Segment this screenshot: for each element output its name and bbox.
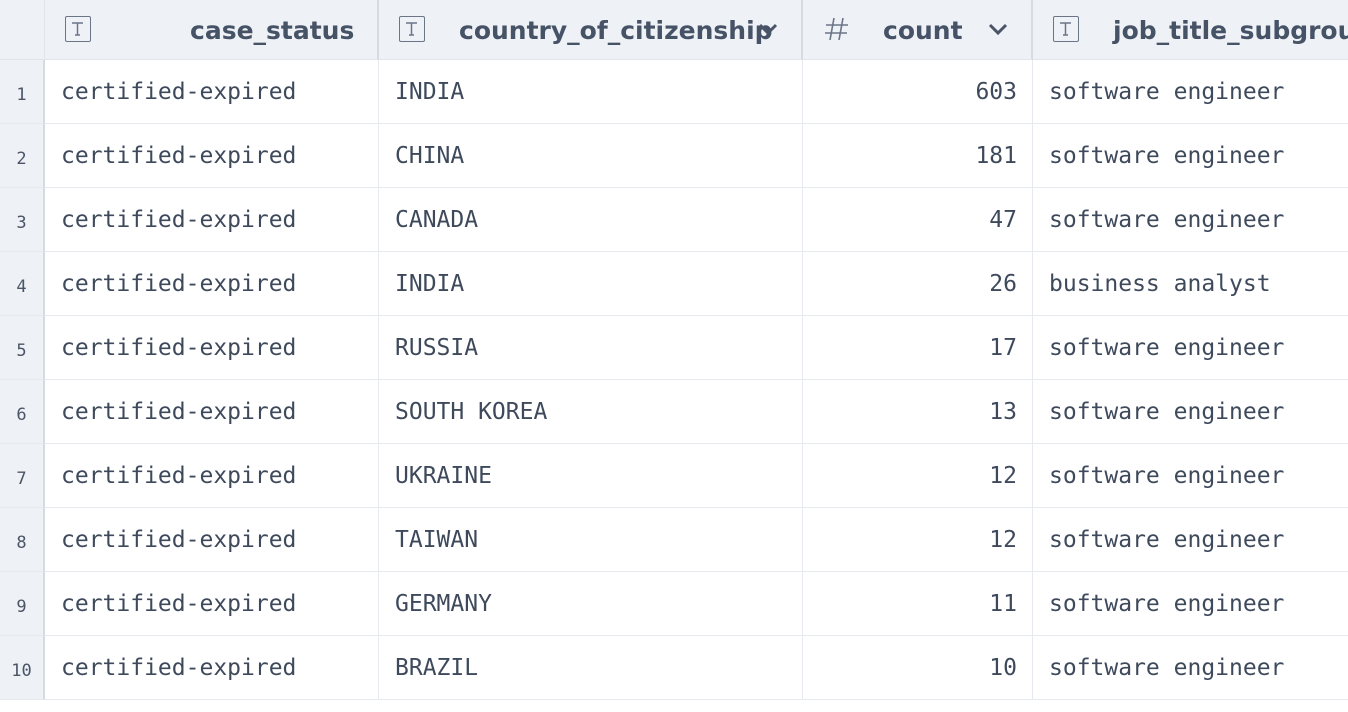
cell-country[interactable]: RUSSIA [379,316,803,380]
number-hash-icon [825,17,848,41]
row-number-header [0,0,45,60]
cell-job-title[interactable]: software engineer [1033,572,1348,636]
cell-job-title[interactable]: software engineer [1033,636,1348,700]
cell-count[interactable]: 11 [803,572,1033,636]
row-number: 2 [0,124,45,188]
cell-count[interactable]: 12 [803,444,1033,508]
chevron-down-icon[interactable] [987,18,1009,40]
cell-job-title[interactable]: software engineer [1033,444,1348,508]
column-header-case-status[interactable]: case_status [45,0,379,60]
cell-country[interactable]: CANADA [379,188,803,252]
cell-country[interactable]: INDIA [379,252,803,316]
cell-count[interactable]: 17 [803,316,1033,380]
cell-job-title[interactable]: software engineer [1033,380,1348,444]
cell-job-title[interactable]: software engineer [1033,188,1348,252]
cell-case-status[interactable]: certified-expired [45,316,379,380]
cell-job-title[interactable]: software engineer [1033,508,1348,572]
cell-country[interactable]: CHINA [379,124,803,188]
cell-count[interactable]: 47 [803,188,1033,252]
cell-case-status[interactable]: certified-expired [45,508,379,572]
row-number: 7 [0,444,45,508]
row-number: 10 [0,636,45,700]
cell-country[interactable]: BRAZIL [379,636,803,700]
column-header-count[interactable]: count [803,0,1033,60]
text-type-icon [1053,16,1079,42]
cell-case-status[interactable]: certified-expired [45,188,379,252]
cell-case-status[interactable]: certified-expired [45,444,379,508]
row-number: 9 [0,572,45,636]
cell-case-status[interactable]: certified-expired [45,380,379,444]
column-header-label: country_of_citizenship [459,15,773,45]
column-header-label: case_status [190,15,355,45]
cell-job-title[interactable]: software engineer [1033,60,1348,124]
cell-country[interactable]: SOUTH KOREA [379,380,803,444]
cell-count[interactable]: 26 [803,252,1033,316]
cell-case-status[interactable]: certified-expired [45,124,379,188]
row-number: 5 [0,316,45,380]
cell-count[interactable]: 181 [803,124,1033,188]
text-type-icon [65,16,91,42]
row-number: 8 [0,508,45,572]
text-type-icon [399,16,425,42]
column-header-country-of-citizenship[interactable]: country_of_citizenship [379,0,803,60]
cell-country[interactable]: GERMANY [379,572,803,636]
cell-job-title[interactable]: software engineer [1033,316,1348,380]
column-header-job-title-subgroup[interactable]: job_title_subgroup [1033,0,1348,60]
column-header-label: count [883,15,963,45]
cell-job-title[interactable]: software engineer [1033,124,1348,188]
cell-case-status[interactable]: certified-expired [45,572,379,636]
cell-case-status[interactable]: certified-expired [45,252,379,316]
row-number: 6 [0,380,45,444]
row-number: 4 [0,252,45,316]
row-number: 1 [0,60,45,124]
cell-count[interactable]: 12 [803,508,1033,572]
cell-country[interactable]: TAIWAN [379,508,803,572]
column-header-label: job_title_subgroup [1113,15,1348,45]
cell-case-status[interactable]: certified-expired [45,636,379,700]
cell-count[interactable]: 603 [803,60,1033,124]
cell-country[interactable]: UKRAINE [379,444,803,508]
cell-count[interactable]: 10 [803,636,1033,700]
cell-country[interactable]: INDIA [379,60,803,124]
row-number: 3 [0,188,45,252]
chevron-down-icon[interactable] [757,18,779,40]
cell-case-status[interactable]: certified-expired [45,60,379,124]
cell-job-title[interactable]: business analyst [1033,252,1348,316]
cell-count[interactable]: 13 [803,380,1033,444]
